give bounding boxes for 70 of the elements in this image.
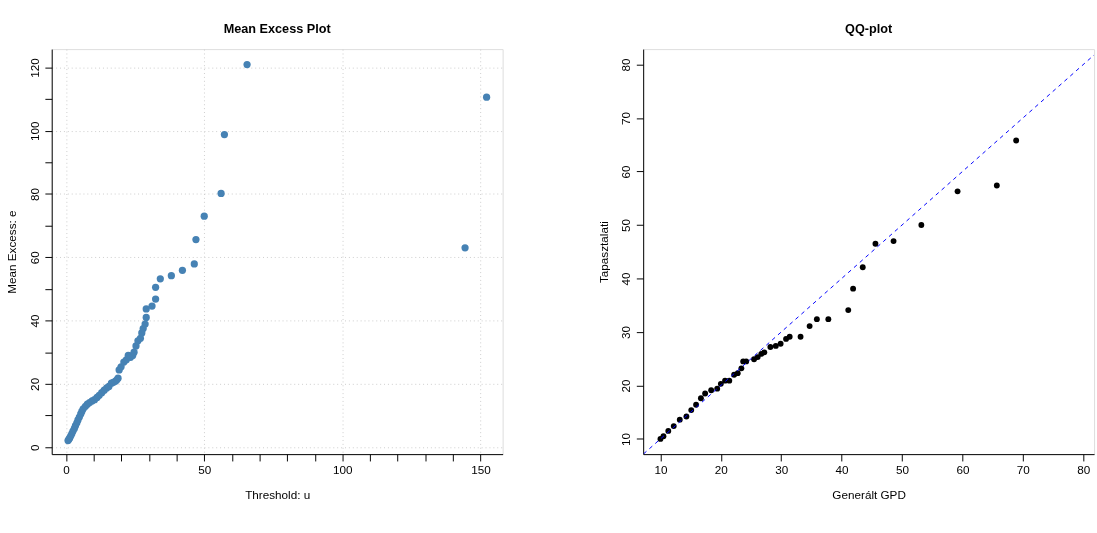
y-axis-title: Tapasztalati xyxy=(596,221,610,283)
y-tick-label: 120 xyxy=(27,57,41,78)
point xyxy=(797,333,804,340)
y-tick-label: 40 xyxy=(27,314,41,328)
point xyxy=(772,342,779,349)
y-tick-label: 10 xyxy=(618,432,632,446)
point xyxy=(148,302,156,310)
point xyxy=(786,333,793,340)
point xyxy=(1013,137,1020,144)
point xyxy=(190,260,198,268)
point xyxy=(178,266,187,274)
x-tick-label: 60 xyxy=(956,463,970,477)
x-tick-label: 0 xyxy=(63,463,71,477)
y-tick-label: 20 xyxy=(27,377,41,391)
x-tick-label: 10 xyxy=(654,463,668,477)
y-tick-label: 100 xyxy=(27,120,41,141)
point xyxy=(151,295,160,303)
x-tick-label: 50 xyxy=(895,463,910,477)
point xyxy=(872,240,879,247)
point xyxy=(192,235,200,244)
y-tick-label: 60 xyxy=(27,250,41,265)
point xyxy=(151,283,160,291)
point xyxy=(156,275,164,283)
x-axis-title: Generált GPD xyxy=(832,487,906,501)
point xyxy=(813,316,820,323)
point xyxy=(890,238,897,244)
point xyxy=(708,387,715,394)
y-tick-label: 60 xyxy=(618,165,632,179)
point xyxy=(142,305,150,313)
y-tick-label: 80 xyxy=(618,58,632,72)
point xyxy=(954,188,961,195)
point xyxy=(850,285,857,292)
x-tick-label: 50 xyxy=(198,463,212,477)
point xyxy=(845,307,852,313)
y-axis-title: Mean Excess: e xyxy=(5,210,19,294)
point xyxy=(993,182,1000,189)
point xyxy=(767,344,774,350)
y-tick-label: 0 xyxy=(27,443,41,451)
point xyxy=(461,244,469,252)
x-axis-title: Threshold: u xyxy=(245,487,311,501)
point xyxy=(806,323,813,330)
chart-title: Mean Excess Plot xyxy=(223,21,332,36)
point xyxy=(220,130,229,139)
point xyxy=(702,390,709,397)
y-tick-label: 50 xyxy=(618,218,632,233)
x-tick-label: 100 xyxy=(333,463,354,477)
x-tick-label: 150 xyxy=(471,463,492,477)
y-tick-label: 20 xyxy=(618,378,632,393)
point xyxy=(859,264,866,271)
x-tick-label: 70 xyxy=(1016,463,1031,477)
chart-title: QQ-plot xyxy=(845,21,893,36)
y-tick-label: 80 xyxy=(27,187,41,202)
x-tick-label: 80 xyxy=(1077,463,1091,477)
point xyxy=(243,60,251,69)
point xyxy=(777,340,784,347)
point xyxy=(825,316,832,323)
point xyxy=(167,272,175,280)
y-tick-label: 40 xyxy=(618,272,632,286)
point xyxy=(200,212,208,220)
x-tick-label: 30 xyxy=(775,463,789,477)
point xyxy=(918,222,925,228)
point xyxy=(141,320,149,328)
point xyxy=(482,93,491,101)
y-tick-label: 70 xyxy=(618,111,632,126)
point xyxy=(142,313,150,322)
x-tick-label: 40 xyxy=(835,463,850,477)
x-tick-label: 20 xyxy=(714,463,729,477)
point xyxy=(697,395,704,402)
y-tick-label: 30 xyxy=(618,325,632,339)
point xyxy=(217,189,225,197)
